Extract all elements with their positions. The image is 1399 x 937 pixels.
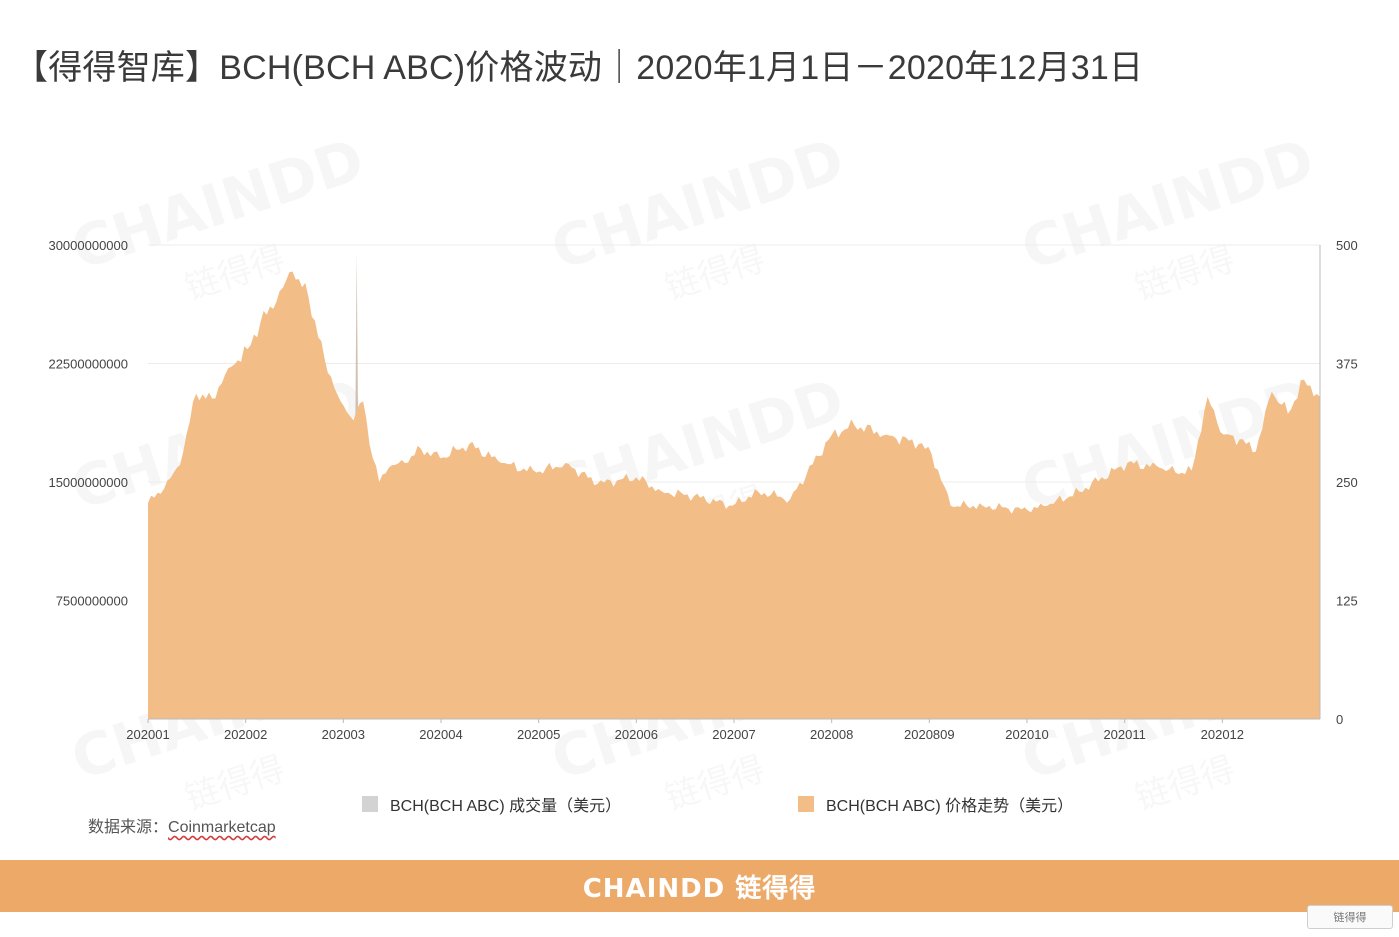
x-tick-label: 202003 [322,727,365,742]
x-tick-label: 202012 [1201,727,1244,742]
x-tick-label: 202007 [712,727,755,742]
x-tick-label: 202011 [1103,727,1145,742]
source-label: 数据来源： [88,819,169,836]
x-tick-label: 202005 [517,727,560,742]
x-tick-label: 202001 [126,727,169,742]
source-link[interactable]: Coinmarketcap [168,819,276,836]
left-axis-ticks: 30000000000 22500000000 15000000000 7500000… [48,238,128,609]
watermark-subtext: 链得得 [660,239,769,309]
corner-logo: 链得得 [1307,905,1393,929]
right-tick-label: 375 [1336,357,1358,372]
x-tick-label: 202002 [224,727,267,742]
legend-swatch-volume [362,796,378,812]
x-tick-label: 202006 [615,727,658,742]
x-axis-ticks: 202001 202002 202003 202004 202005 202006 2020… [126,719,1244,742]
right-tick-label: 125 [1336,594,1358,609]
right-axis-ticks: 500 375 250 125 0 [1336,238,1358,727]
watermark-subtext: 链得得 [1130,239,1239,309]
legend-item-volume[interactable]: BCH(BCH ABC) 成交量（美元） [362,792,621,816]
right-tick-label: 0 [1336,712,1343,727]
x-tick-label: 2020809 [904,727,955,742]
price-area-layer [148,271,1320,719]
left-tick-label: 22500000000 [48,357,128,372]
footer-banner: CHAINDD 链得得 [0,860,1399,912]
legend: BCH(BCH ABC) 成交量（美元） BCH(BCH ABC) 价格走势（美… [0,792,1399,816]
data-source: 数据来源：Coinmarketcap [88,813,276,837]
legend-label-price: BCH(BCH ABC) 价格走势（美元） [826,798,1074,815]
page-title: 【得得智库】BCH(BCH ABC)价格波动｜2020年1月1日－2020年12… [14,49,1144,87]
legend-swatch-price [798,796,814,812]
price-area [148,271,1320,719]
watermark-subtext: 链得得 [180,239,289,309]
right-tick-label: 500 [1336,238,1358,253]
left-tick-label: 7500000000 [56,594,128,609]
x-tick-label: 202004 [419,727,462,742]
right-tick-label: 250 [1336,475,1358,490]
left-tick-label: 30000000000 [48,238,128,253]
legend-item-price[interactable]: BCH(BCH ABC) 价格走势（美元） [798,792,1073,816]
left-tick-label: 15000000000 [48,475,128,490]
legend-label-volume: BCH(BCH ABC) 成交量（美元） [390,798,622,815]
x-tick-label: 202008 [810,727,853,742]
footer-brand-logo: CHAINDD 链得得 [582,873,817,904]
x-tick-label: 202010 [1005,727,1048,742]
